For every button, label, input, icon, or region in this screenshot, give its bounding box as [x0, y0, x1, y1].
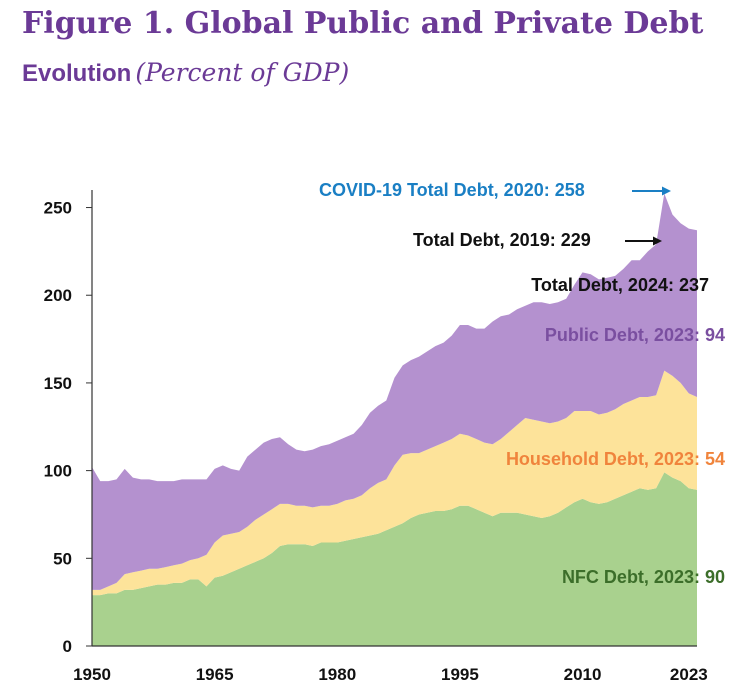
- public-debt-area: [92, 193, 697, 590]
- subtitle-units: (Percent of GDP): [135, 58, 350, 87]
- nfc-debt-label: NFC Debt, 2023: 90: [562, 567, 725, 587]
- total-2019-annotation: Total Debt, 2019: 229: [413, 230, 591, 250]
- x-tick-label: 1995: [441, 665, 479, 684]
- x-tick-label: 2010: [564, 665, 602, 684]
- x-tick-label: 1965: [196, 665, 234, 684]
- x-tick-labels: 1950 1965 1980 1995 2010 2023: [73, 665, 708, 684]
- covid-total-annotation: COVID-19 Total Debt, 2020: 258: [319, 180, 585, 200]
- nfc-debt-area: [92, 472, 697, 646]
- total-2024-annotation: Total Debt, 2024: 237: [531, 275, 709, 295]
- household-debt-label: Household Debt, 2023: 54: [506, 449, 725, 469]
- y-tick-label: 100: [44, 462, 72, 481]
- household-debt-area: [92, 370, 697, 596]
- x-tick-label: 2023: [670, 665, 708, 684]
- covid-arrowhead: [662, 186, 671, 196]
- stacked-areas: [92, 193, 697, 646]
- public-debt-label: Public Debt, 2023: 94: [545, 325, 725, 345]
- x-tick-label: 1980: [318, 665, 356, 684]
- y-tick-label: 150: [44, 374, 72, 393]
- y-tick-labels: 0 50 100 150 200 250: [44, 199, 92, 656]
- x-tick-label: 1950: [73, 665, 111, 684]
- y-tick-label: 50: [53, 549, 72, 568]
- total-2019-arrowhead: [653, 236, 662, 246]
- chart-subtitle: Evolution (Percent of GDP): [22, 58, 349, 88]
- y-tick-label: 200: [44, 286, 72, 305]
- y-tick-label: 0: [63, 637, 72, 656]
- chart-title: Figure 1. Global Public and Private Debt: [22, 6, 704, 41]
- y-tick-label: 250: [44, 199, 72, 218]
- subtitle-evolution: Evolution: [22, 60, 132, 87]
